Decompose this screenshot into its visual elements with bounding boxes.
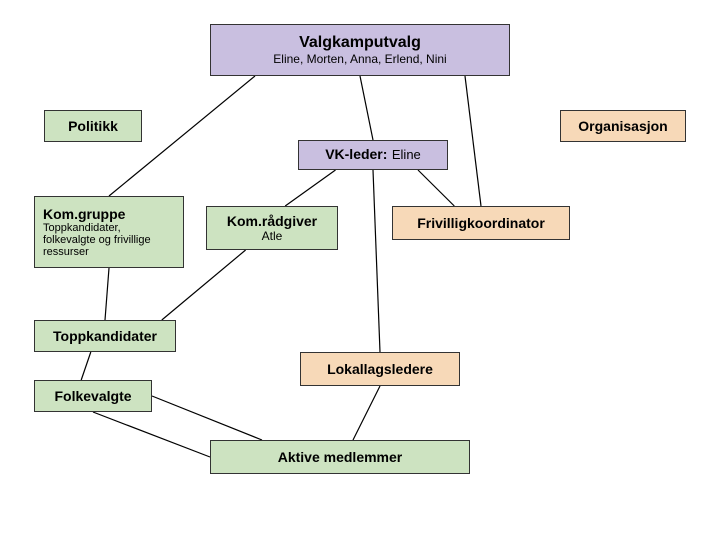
node-lokallagsledere-title: Lokallagsledere (327, 361, 433, 377)
legend-politikk: Politikk (44, 110, 142, 142)
node-vk-leder-title: VK-leder: (325, 146, 387, 162)
node-vk-leder: VK-leder: Eline (298, 140, 448, 170)
node-vk-leder-line: VK-leder: Eline (325, 146, 421, 164)
node-vk-leder-subtitle: Eline (392, 147, 421, 162)
node-kom-gruppe: Kom.gruppe Toppkandidater, folkevalgte o… (34, 196, 184, 268)
node-folkevalgte: Folkevalgte (34, 380, 152, 412)
node-valgkamputvalg-title: Valgkamputvalg (299, 34, 421, 52)
node-kom-radgiver: Kom.rådgiver Atle (206, 206, 338, 250)
legend-organisasjon-label: Organisasjon (578, 118, 667, 134)
node-lokallagsledere: Lokallagsledere (300, 352, 460, 386)
node-valgkamputvalg-subtitle: Eline, Morten, Anna, Erlend, Nini (273, 52, 446, 66)
node-valgkamputvalg: Valgkamputvalg Eline, Morten, Anna, Erle… (210, 24, 510, 76)
node-toppkandidater: Toppkandidater (34, 320, 176, 352)
node-aktive-medlemmer-title: Aktive medlemmer (278, 449, 403, 465)
node-kom-gruppe-title: Kom.gruppe (43, 206, 125, 222)
node-toppkandidater-title: Toppkandidater (53, 328, 157, 344)
node-kom-radgiver-subtitle: Atle (262, 229, 283, 243)
legend-politikk-label: Politikk (68, 118, 118, 134)
node-folkevalgte-title: Folkevalgte (54, 388, 131, 404)
node-kom-gruppe-subtitle: Toppkandidater, folkevalgte og frivillig… (43, 222, 175, 258)
node-aktive-medlemmer: Aktive medlemmer (210, 440, 470, 474)
node-frivilligkoordinator: Frivilligkoordinator (392, 206, 570, 240)
legend-organisasjon: Organisasjon (560, 110, 686, 142)
node-kom-radgiver-title: Kom.rådgiver (227, 213, 317, 229)
node-frivilligkoordinator-title: Frivilligkoordinator (417, 215, 545, 231)
